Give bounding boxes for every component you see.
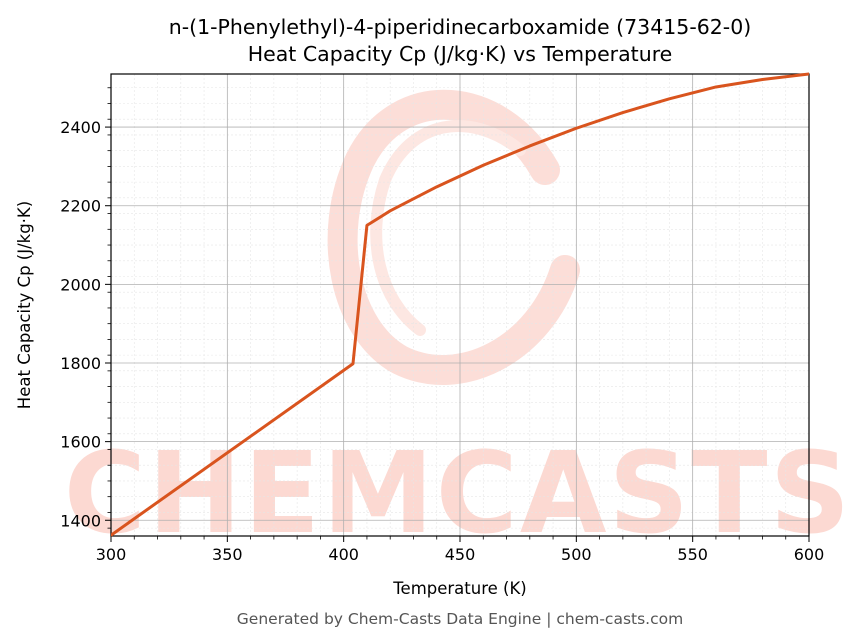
x-tick-label: 550 [677,545,708,564]
x-tick-label: 450 [445,545,476,564]
y-axis-label: Heat Capacity Cp (J/kg·K) [15,201,34,409]
y-tick-label: 1400 [60,511,101,530]
x-axis-label: Temperature (K) [392,579,526,598]
axis-ticks: 300 350 400 450 500 550 600 1400 1600 1800 2000 220… [60,87,825,564]
watermark: CHEMCASTS [64,89,843,559]
x-tick-label: 400 [328,545,359,564]
footer-credit: Generated by Chem-Casts Data Engine | ch… [237,610,683,628]
x-tick-label: 600 [794,545,825,564]
y-tick-label: 2200 [60,197,101,216]
x-tick-label: 500 [561,545,592,564]
chart-title: n-(1-Phenylethyl)-4-piperidinecarboxamid… [169,15,752,39]
x-tick-label: 350 [212,545,243,564]
y-tick-label: 1800 [60,354,101,373]
series-layer [111,72,809,537]
series-line [111,72,809,537]
chart-subtitle: Heat Capacity Cp (J/kg·K) vs Temperature [248,42,673,66]
watermark-text: CHEMCASTS [64,429,843,559]
y-tick-label: 2000 [60,275,101,294]
y-tick-label: 2400 [60,118,101,137]
y-tick-label: 1600 [60,433,101,452]
x-tick-label: 300 [96,545,127,564]
